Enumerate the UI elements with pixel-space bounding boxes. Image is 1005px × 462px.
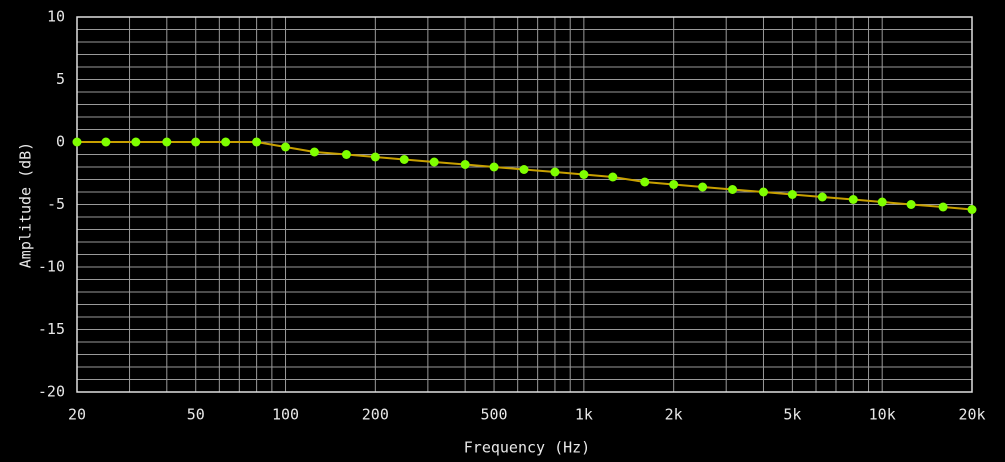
x-axis-title: Frequency (Hz) <box>464 439 590 457</box>
point <box>550 167 560 177</box>
point <box>252 137 262 147</box>
x-tick-label: 20k <box>958 406 985 424</box>
point <box>309 147 319 157</box>
point <box>787 190 797 199</box>
point <box>489 162 499 172</box>
y-tick-label: 5 <box>56 70 65 88</box>
x-tick-label: 10k <box>869 406 896 424</box>
point <box>162 137 172 147</box>
point <box>72 137 82 147</box>
y-tick-label: -5 <box>47 195 65 213</box>
point <box>221 137 231 147</box>
grid <box>76 16 973 393</box>
point <box>101 137 111 147</box>
point <box>640 177 650 187</box>
x-tick-label: 100 <box>272 406 299 424</box>
x-tick-label: 2k <box>665 406 683 424</box>
y-axis-title: Amplitude (dB) <box>17 142 35 268</box>
point <box>848 195 858 204</box>
point <box>399 155 409 164</box>
y-tick-label: 10 <box>47 8 65 26</box>
point <box>817 192 827 202</box>
point <box>519 165 529 174</box>
point <box>460 160 470 169</box>
point <box>608 172 618 182</box>
point <box>191 137 201 147</box>
point <box>429 157 439 167</box>
x-tick-label: 200 <box>362 406 389 424</box>
x-tick-label: 20 <box>68 406 86 424</box>
y-tick-label: -15 <box>38 320 65 338</box>
point <box>341 150 351 159</box>
point <box>906 200 916 209</box>
plot-frame <box>76 16 973 393</box>
y-tick-label: 0 <box>56 133 65 151</box>
x-tick-label: 1k <box>575 406 593 424</box>
point <box>669 180 679 189</box>
point <box>758 187 768 197</box>
point <box>281 142 291 152</box>
y-tick-label: -10 <box>38 258 65 276</box>
point <box>370 152 380 162</box>
point <box>877 197 887 207</box>
point <box>131 137 141 147</box>
x-tick-label: 500 <box>481 406 508 424</box>
point <box>938 202 948 212</box>
point <box>728 185 738 194</box>
point <box>967 205 977 214</box>
x-tick-label: 50 <box>187 406 205 424</box>
x-tick-label: 5k <box>783 406 801 424</box>
y-tick-label: -20 <box>38 383 65 401</box>
point <box>579 170 589 179</box>
point <box>698 182 708 192</box>
